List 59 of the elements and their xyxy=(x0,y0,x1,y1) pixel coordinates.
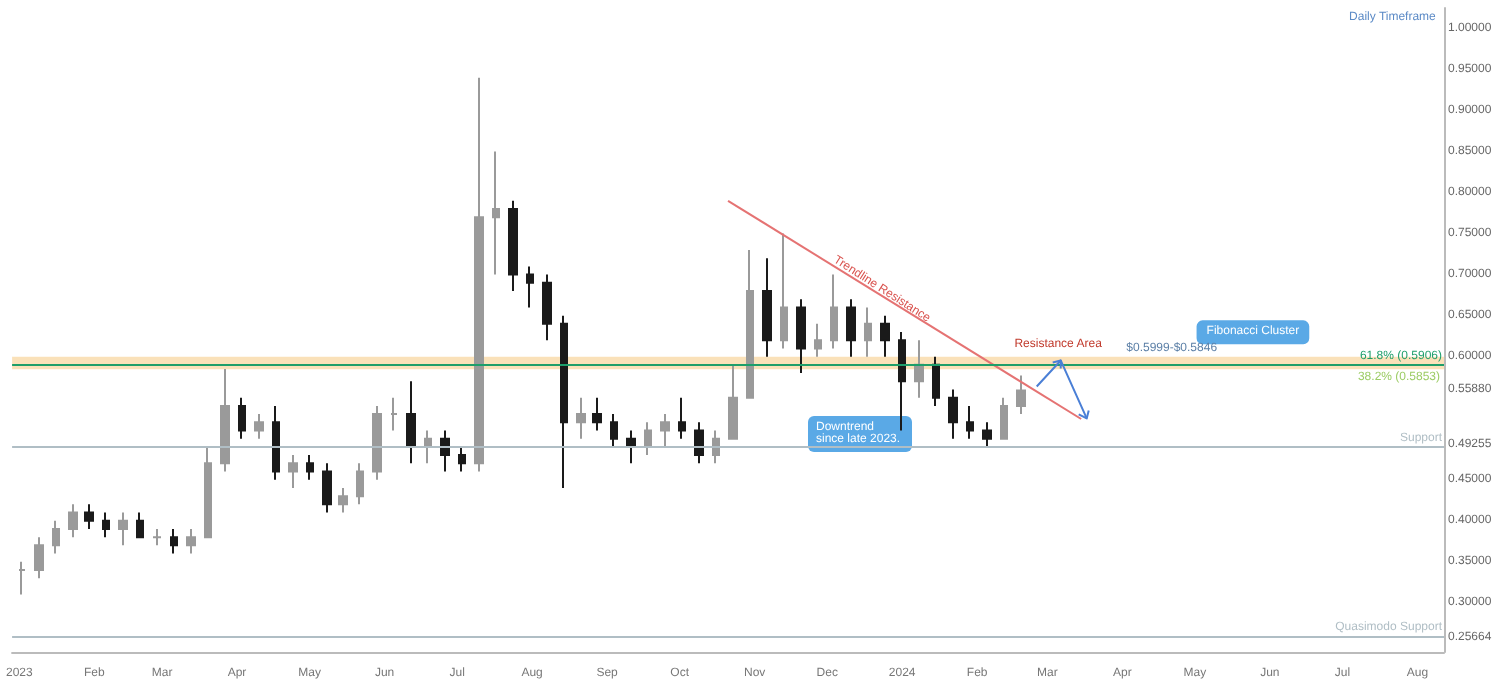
candlestick xyxy=(592,396,602,432)
candlestick xyxy=(238,396,246,440)
candlestick xyxy=(1000,396,1008,440)
candlestick xyxy=(152,527,162,547)
candlestick xyxy=(406,380,416,465)
candlestick xyxy=(712,429,720,465)
candlestick xyxy=(694,421,704,465)
candlestick xyxy=(508,199,518,293)
candlestick xyxy=(118,511,128,547)
candlestick xyxy=(1016,374,1026,416)
candlestick xyxy=(254,413,264,440)
candlestick xyxy=(204,445,212,539)
candlestick xyxy=(814,322,822,358)
candlestick xyxy=(864,306,872,358)
candlestick xyxy=(678,396,686,440)
candlestick xyxy=(542,273,552,342)
candlestick xyxy=(356,462,364,506)
candlestick xyxy=(830,273,838,350)
candlestick xyxy=(560,314,568,489)
candlestick xyxy=(84,503,94,530)
candlestick xyxy=(796,298,806,375)
candlestick xyxy=(220,367,230,473)
candlestick xyxy=(136,511,144,539)
candlestick xyxy=(898,331,906,432)
candlestick xyxy=(474,76,484,473)
candlestick xyxy=(440,429,450,473)
candlestick xyxy=(762,257,772,358)
candlestick xyxy=(102,511,110,539)
candlestick xyxy=(948,388,958,440)
candlestick xyxy=(372,404,382,481)
candlestick xyxy=(458,445,466,473)
candlestick xyxy=(338,486,348,514)
candlestick xyxy=(644,421,652,457)
candlestick xyxy=(68,503,78,539)
candlestick xyxy=(18,560,26,596)
candlestick xyxy=(746,249,754,399)
candlestick xyxy=(186,527,196,555)
candlestick xyxy=(660,413,670,448)
candlestick xyxy=(728,363,738,440)
candlestick xyxy=(982,421,992,448)
candlestick xyxy=(288,454,298,489)
candlestick xyxy=(34,536,44,580)
candlestick xyxy=(322,462,332,514)
candlestick xyxy=(780,232,788,350)
candlestick xyxy=(966,404,974,440)
candlestick xyxy=(626,429,636,465)
candlestick xyxy=(424,429,432,465)
candlestick xyxy=(272,404,280,481)
candlestick xyxy=(526,265,534,309)
candlestick xyxy=(52,519,60,555)
candlestick xyxy=(390,396,398,432)
candlestick xyxy=(610,413,618,448)
candlestick xyxy=(170,527,178,555)
candlestick xyxy=(492,150,500,276)
candlestick xyxy=(932,355,940,407)
candlestick xyxy=(306,454,314,481)
candlestick xyxy=(576,396,586,440)
candlestick xyxy=(914,339,924,399)
candlestick xyxy=(846,298,856,358)
